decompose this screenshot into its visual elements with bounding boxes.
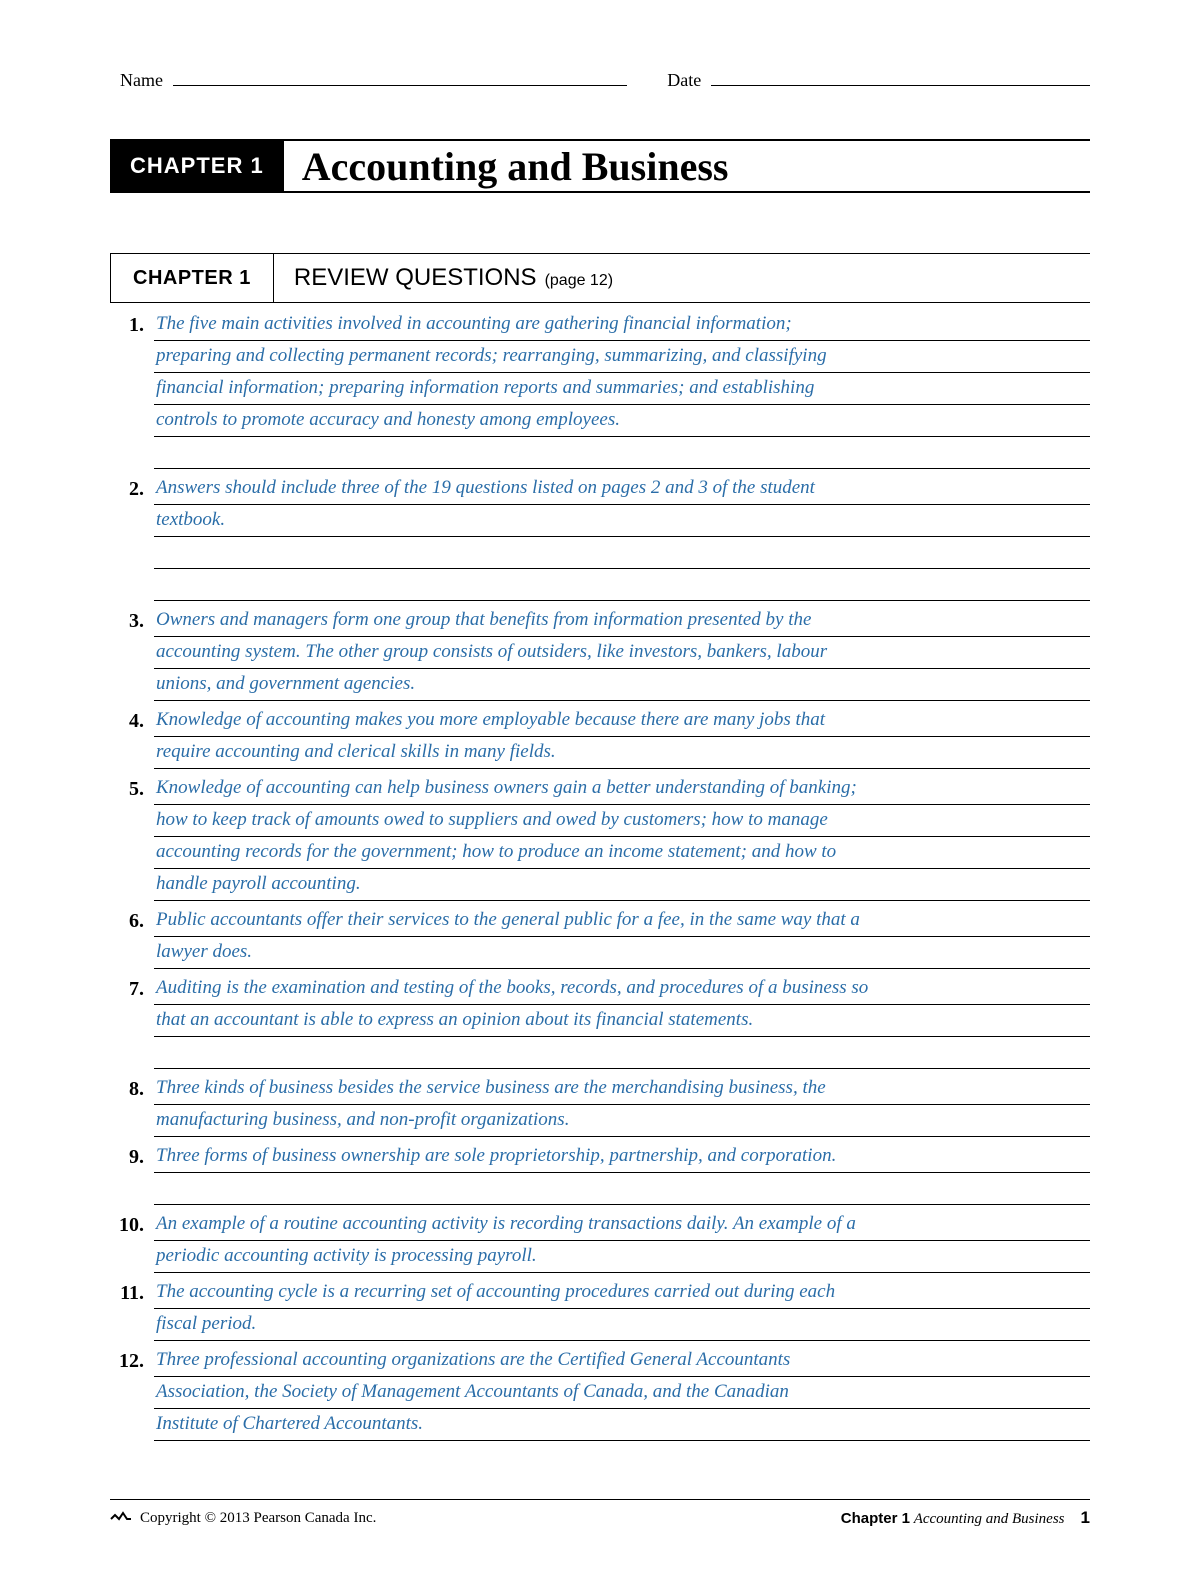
answer-line: require accounting and clerical skills i…	[154, 737, 1090, 769]
answer-lines: The five main activities involved in acc…	[154, 309, 1090, 469]
answer-line: manufacturing business, and non-profit o…	[154, 1105, 1090, 1137]
answer-line: Owners and managers form one group that …	[154, 605, 1090, 637]
answer-lines: Knowledge of accounting can help busines…	[154, 773, 1090, 901]
footer-left: Copyright © 2013 Pearson Canada Inc.	[110, 1509, 376, 1528]
date-line	[711, 85, 1090, 86]
section-title: REVIEW QUESTIONS (page 12)	[274, 254, 613, 302]
question-number: 10.	[110, 1209, 144, 1241]
title-band: CHAPTER 1 Accounting and Business	[110, 139, 1090, 193]
question-item: 12. Three professional accounting organiz…	[110, 1345, 1090, 1441]
answer-lines: An example of a routine accounting activ…	[154, 1209, 1090, 1273]
answer-line	[154, 1173, 1090, 1205]
answer-lines: Knowledge of accounting makes you more e…	[154, 705, 1090, 769]
answer-line	[154, 569, 1090, 601]
answer-line: textbook.	[154, 505, 1090, 537]
question-item: 2. Answers should include three of the 19…	[110, 473, 1090, 601]
chapter-tag: CHAPTER 1	[110, 141, 284, 191]
answer-lines: Three forms of business ownership are so…	[154, 1141, 1090, 1205]
question-number: 4.	[110, 705, 144, 737]
answer-line: Three forms of business ownership are so…	[154, 1141, 1090, 1173]
question-number: 11.	[110, 1277, 144, 1309]
date-label: Date	[667, 70, 701, 91]
question-number: 2.	[110, 473, 144, 505]
question-item: 11. The accounting cycle is a recurring s…	[110, 1277, 1090, 1341]
date-field: Date	[667, 70, 1090, 91]
question-number: 8.	[110, 1073, 144, 1105]
answer-line: controls to promote accuracy and honesty…	[154, 405, 1090, 437]
copyright-text: Copyright © 2013 Pearson Canada Inc.	[140, 1510, 376, 1527]
answer-lines: Three professional accounting organizati…	[154, 1345, 1090, 1441]
footer-chapter-label: Chapter 1	[841, 1510, 910, 1527]
answer-line	[154, 1037, 1090, 1069]
answer-line: Knowledge of accounting can help busines…	[154, 773, 1090, 805]
question-item: 5. Knowledge of accounting can help busin…	[110, 773, 1090, 901]
name-field: Name	[120, 70, 627, 91]
answer-line: fiscal period.	[154, 1309, 1090, 1341]
section-title-text: REVIEW QUESTIONS	[294, 264, 537, 292]
answer-line	[154, 537, 1090, 569]
answer-line: unions, and government agencies.	[154, 669, 1090, 701]
answer-lines: Owners and managers form one group that …	[154, 605, 1090, 701]
question-number: 3.	[110, 605, 144, 637]
answer-line: Answers should include three of the 19 q…	[154, 473, 1090, 505]
question-number: 5.	[110, 773, 144, 805]
answer-line: financial information; preparing informa…	[154, 373, 1090, 405]
answer-line: Institute of Chartered Accountants.	[154, 1409, 1090, 1441]
answer-line: accounting records for the government; h…	[154, 837, 1090, 869]
footer: Copyright © 2013 Pearson Canada Inc. Cha…	[110, 1499, 1090, 1528]
answer-line: Public accountants offer their services …	[154, 905, 1090, 937]
name-line	[173, 85, 627, 86]
answer-line: An example of a routine accounting activ…	[154, 1209, 1090, 1241]
question-list: 1. The five main activities involved in a…	[110, 309, 1090, 1441]
question-number: 6.	[110, 905, 144, 937]
question-number: 9.	[110, 1141, 144, 1173]
answer-line: how to keep track of amounts owed to sup…	[154, 805, 1090, 837]
answer-line: handle payroll accounting.	[154, 869, 1090, 901]
question-item: 3. Owners and managers form one group tha…	[110, 605, 1090, 701]
footer-chapter-title: Accounting and Business	[914, 1511, 1065, 1527]
answer-line: Three kinds of business besides the serv…	[154, 1073, 1090, 1105]
answer-line: periodic accounting activity is processi…	[154, 1241, 1090, 1273]
answer-line: Auditing is the examination and testing …	[154, 973, 1090, 1005]
chapter-title: Accounting and Business	[284, 143, 729, 190]
answer-line: Association, the Society of Management A…	[154, 1377, 1090, 1409]
answer-lines: Answers should include three of the 19 q…	[154, 473, 1090, 601]
footer-right: Chapter 1 Accounting and Business 1	[841, 1508, 1090, 1528]
question-item: 1. The five main activities involved in a…	[110, 309, 1090, 469]
answer-line: accounting system. The other group consi…	[154, 637, 1090, 669]
answer-line: preparing and collecting permanent recor…	[154, 341, 1090, 373]
answer-lines: Auditing is the examination and testing …	[154, 973, 1090, 1069]
answer-line	[154, 437, 1090, 469]
question-item: 8. Three kinds of business besides the se…	[110, 1073, 1090, 1137]
question-number: 7.	[110, 973, 144, 1005]
question-number: 12.	[110, 1345, 144, 1377]
answer-line: that an accountant is able to express an…	[154, 1005, 1090, 1037]
answer-lines: Three kinds of business besides the serv…	[154, 1073, 1090, 1137]
question-number: 1.	[110, 309, 144, 341]
question-item: 7. Auditing is the examination and testin…	[110, 973, 1090, 1069]
question-item: 9. Three forms of business ownership are …	[110, 1141, 1090, 1205]
header-row: Name Date	[110, 70, 1090, 91]
answer-lines: Public accountants offer their services …	[154, 905, 1090, 969]
question-item: 10. An example of a routine accounting ac…	[110, 1209, 1090, 1273]
answer-line: The five main activities involved in acc…	[154, 309, 1090, 341]
section-chapter-tag: CHAPTER 1	[110, 254, 274, 302]
answer-lines: The accounting cycle is a recurring set …	[154, 1277, 1090, 1341]
section-band: CHAPTER 1 REVIEW QUESTIONS (page 12)	[110, 253, 1090, 303]
publisher-icon	[110, 1509, 132, 1528]
name-label: Name	[120, 70, 163, 91]
answer-line: The accounting cycle is a recurring set …	[154, 1277, 1090, 1309]
section-page-ref: (page 12)	[545, 272, 614, 290]
answer-line: Three professional accounting organizati…	[154, 1345, 1090, 1377]
worksheet-page: Name Date CHAPTER 1 Accounting and Busin…	[0, 0, 1200, 1582]
answer-line: lawyer does.	[154, 937, 1090, 969]
question-item: 4. Knowledge of accounting makes you more…	[110, 705, 1090, 769]
question-item: 6. Public accountants offer their service…	[110, 905, 1090, 969]
answer-line: Knowledge of accounting makes you more e…	[154, 705, 1090, 737]
footer-page-number: 1	[1081, 1508, 1090, 1528]
